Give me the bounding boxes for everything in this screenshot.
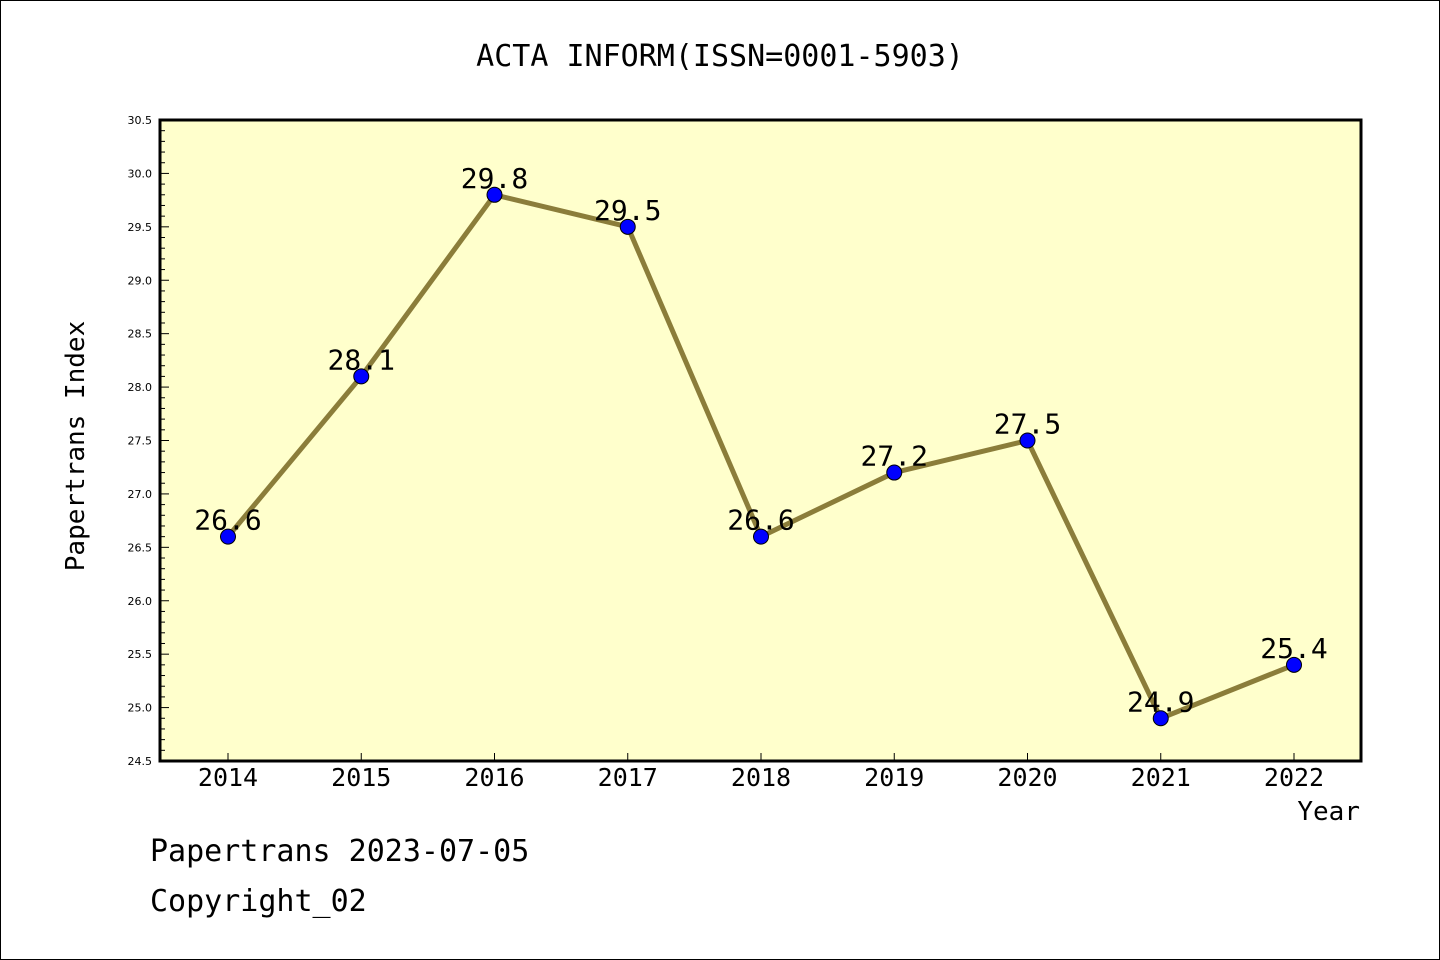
y-axis: 24.5 25.0 25.5 26.0 26.5 27.0 27.5 28.0 28.5 29.0… (128, 114, 169, 768)
y-tick-label: 29.0 (128, 274, 153, 287)
y-tick-label: 25.5 (128, 648, 153, 661)
data-point (619, 218, 636, 235)
y-tick-label: 28.0 (128, 381, 153, 394)
y-tick-label: 30.0 (128, 167, 153, 180)
x-tick-label: 2021 (1131, 763, 1191, 792)
data-point (1152, 710, 1169, 727)
data-label: 24.9 (1127, 685, 1194, 718)
data-label: 29.5 (594, 194, 661, 227)
y-tick-label: 28.5 (128, 328, 153, 341)
footer-date: Papertrans 2023-07-05 (150, 834, 530, 869)
y-tick-label: 24.5 (128, 755, 153, 768)
x-axis: 2014 2015 2016 2017 2018 2019 2020 2021 2022 (198, 753, 1324, 792)
x-tick-label: 2018 (731, 763, 791, 792)
x-tick-label: 2014 (198, 763, 258, 792)
data-label: 27.2 (861, 440, 928, 473)
data-label: 26.6 (194, 504, 261, 537)
y-tick-label: 30.5 (128, 114, 153, 127)
y-tick-label: 26.5 (128, 541, 153, 554)
data-label: 25.4 (1260, 632, 1327, 665)
data-point (353, 368, 370, 385)
data-label: 29.8 (461, 162, 528, 195)
x-tick-label: 2016 (464, 763, 524, 792)
x-tick-label: 2020 (997, 763, 1057, 792)
y-axis-label: Papertrans Index (61, 321, 91, 571)
data-point (886, 464, 903, 481)
y-tick-label: 26.0 (128, 595, 153, 608)
footer-copyright: Copyright_02 (150, 884, 367, 919)
data-label: 28.1 (328, 343, 395, 376)
y-tick-label: 27.5 (128, 435, 153, 448)
x-axis-label: Year (1297, 797, 1360, 827)
data-point (1019, 432, 1036, 449)
series-markers (220, 186, 1302, 727)
data-labels: 26.6 28.1 29.8 29.5 26.6 27.2 27.5 24.9 25.4 (194, 162, 1327, 718)
data-point (753, 528, 769, 545)
data-label: 26.6 (727, 504, 794, 537)
y-tick-label: 27.0 (128, 488, 153, 501)
data-point (486, 186, 503, 203)
data-point (220, 528, 236, 545)
x-tick-label: 2019 (864, 763, 924, 792)
y-tick-label: 25.0 (128, 702, 153, 715)
data-label: 27.5 (994, 408, 1061, 441)
y-tick-label: 29.5 (128, 221, 153, 234)
x-tick-label: 2017 (598, 763, 658, 792)
plot-area (158, 118, 1363, 763)
data-point (1286, 656, 1302, 673)
x-tick-label: 2015 (331, 763, 391, 792)
chart-title: ACTA INFORM(ISSN=0001-5903) (476, 39, 964, 74)
x-tick-label: 2022 (1264, 763, 1324, 792)
